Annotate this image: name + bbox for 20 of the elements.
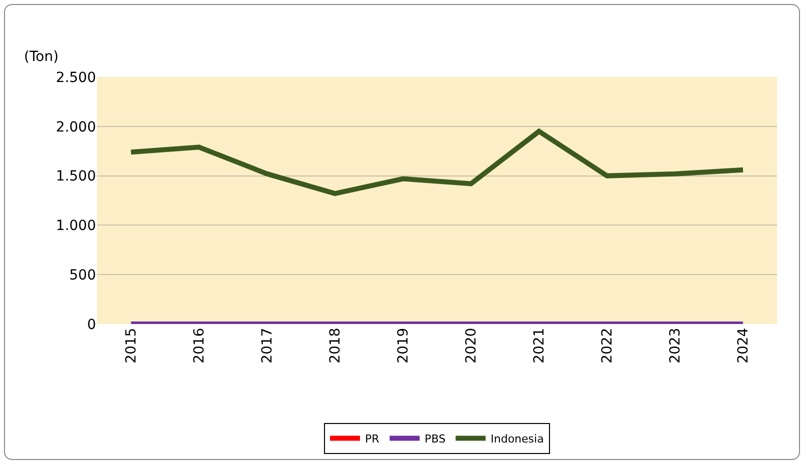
y-axis-title: (Ton)	[24, 49, 59, 65]
y-tick-label: 1.500	[56, 168, 96, 185]
y-tick-label: 0	[87, 316, 96, 333]
y-tick-label: 2.500	[56, 70, 96, 86]
x-tick-label: 2015	[124, 328, 140, 364]
x-tick-label: 2024	[736, 328, 752, 364]
x-tick-label: 2021	[532, 328, 548, 364]
x-tick-label: 2023	[668, 328, 684, 364]
y-tick-label: 2.000	[56, 119, 96, 136]
x-tick-label: 2020	[464, 328, 480, 364]
x-tick-label: 2017	[260, 328, 276, 364]
legend-label: Indonesia	[490, 432, 544, 446]
x-tick-label: 2022	[600, 328, 616, 364]
y-tick-label: 500	[69, 268, 96, 284]
x-tick-label: 2016	[192, 328, 208, 364]
y-tick-label: 1.000	[56, 218, 96, 234]
x-tick-label: 2018	[328, 328, 344, 364]
legend-label: PR	[365, 432, 380, 446]
legend-label: PBS	[424, 432, 446, 446]
x-tick-label: 2019	[396, 328, 412, 364]
